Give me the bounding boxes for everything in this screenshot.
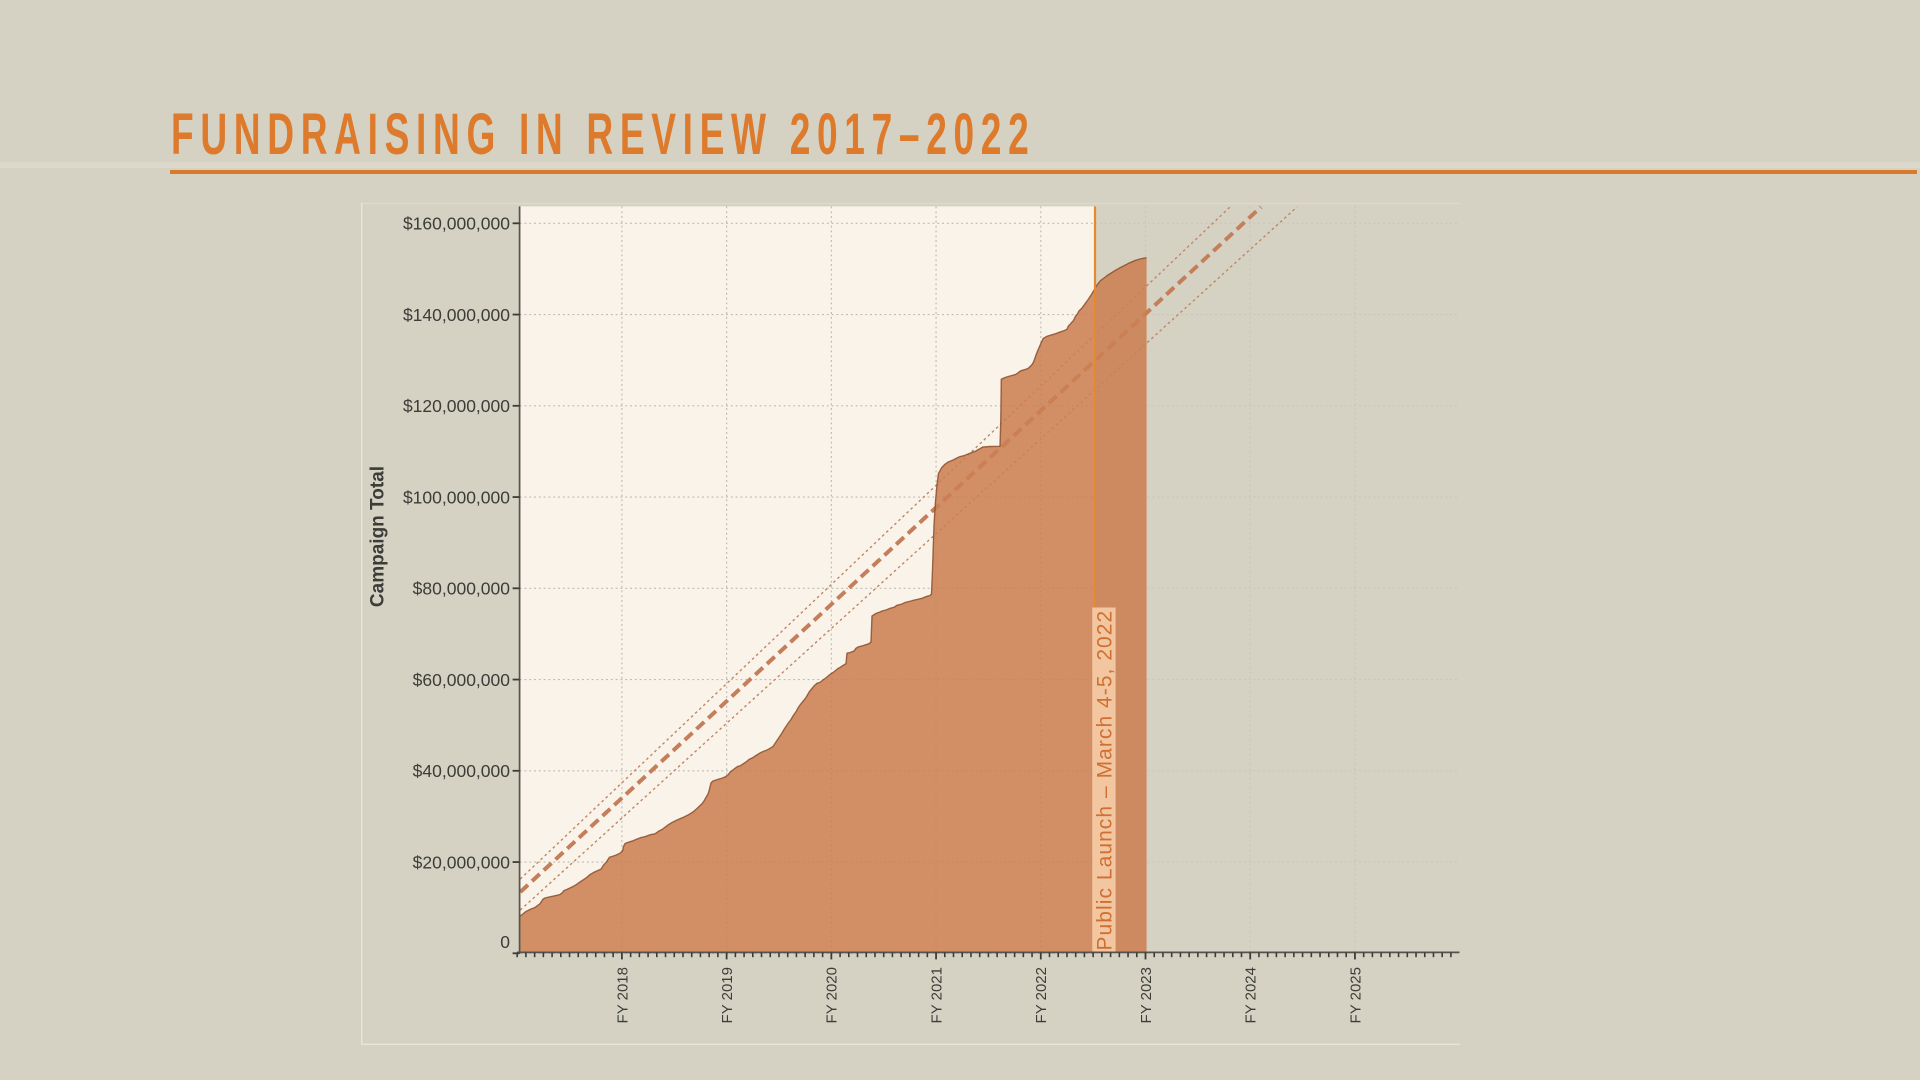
svg-text:FY 2025: FY 2025 — [1347, 967, 1364, 1023]
svg-text:$100,000,000: $100,000,000 — [403, 487, 510, 507]
svg-text:FY 2023: FY 2023 — [1138, 967, 1155, 1023]
svg-text:FY 2022: FY 2022 — [1033, 967, 1050, 1023]
svg-text:Public Launch – March 4-5, 202: Public Launch – March 4-5, 2022 — [1094, 610, 1117, 951]
svg-text:FY 2019: FY 2019 — [719, 967, 736, 1023]
svg-text:$20,000,000: $20,000,000 — [413, 852, 511, 872]
svg-text:$60,000,000: $60,000,000 — [413, 670, 511, 690]
svg-text:FY 2020: FY 2020 — [824, 967, 841, 1023]
svg-text:$140,000,000: $140,000,000 — [403, 305, 510, 325]
svg-text:FY 2021: FY 2021 — [929, 967, 946, 1023]
svg-text:0: 0 — [500, 932, 510, 952]
svg-text:FY 2024: FY 2024 — [1243, 967, 1260, 1023]
svg-text:$80,000,000: $80,000,000 — [413, 579, 511, 599]
svg-text:$120,000,000: $120,000,000 — [403, 396, 510, 416]
svg-text:$160,000,000: $160,000,000 — [403, 214, 510, 234]
svg-text:FY 2018: FY 2018 — [614, 967, 631, 1023]
svg-text:Campaign Total: Campaign Total — [368, 466, 389, 607]
svg-text:$40,000,000: $40,000,000 — [413, 761, 511, 781]
